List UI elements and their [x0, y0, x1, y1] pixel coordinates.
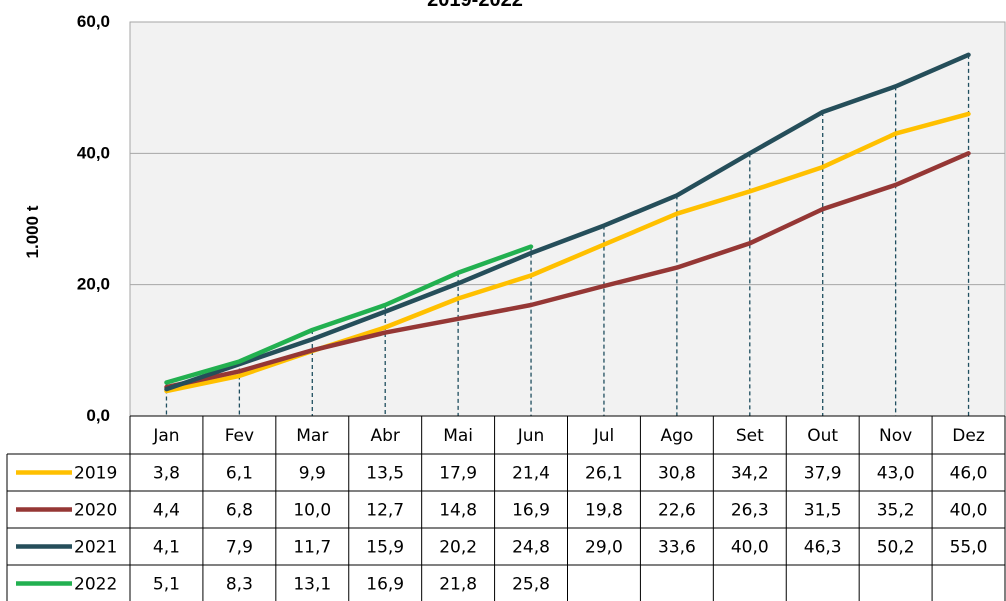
table-cell: 13,5	[366, 464, 404, 484]
table-cell: 43,0	[877, 464, 915, 484]
y-tick-label: 20,0	[77, 275, 110, 294]
table-cell: 14,8	[439, 501, 477, 521]
y-axis-label: 1.000 t	[23, 205, 42, 258]
table-cell: 5,1	[153, 575, 180, 595]
table-cell: 4,4	[153, 501, 180, 521]
x-tick-label: Out	[807, 426, 838, 446]
table-cell: 33,6	[658, 538, 696, 558]
table-cell: 6,8	[226, 501, 253, 521]
table-cell: 9,9	[299, 464, 326, 484]
x-tick-label: Jun	[517, 426, 545, 446]
legend-label: 2021	[74, 538, 117, 558]
table-cell: 21,4	[512, 464, 550, 484]
data-table: Jan Fev Mar Abr Mai Jun Jul Ago Set Out Nov Dez 2019…	[7, 416, 1005, 601]
table-cell: 21,8	[439, 575, 477, 595]
y-tick-label: 40,0	[77, 143, 110, 162]
table-cell: 26,1	[585, 464, 623, 484]
table-cell: 55,0	[950, 538, 988, 558]
table-cell: 24,8	[512, 538, 550, 558]
legend-label: 2020	[74, 501, 117, 521]
x-tick-label: Set	[736, 426, 764, 446]
legend-label: 2022	[74, 575, 117, 595]
table-cell: 50,2	[877, 538, 915, 558]
table-cell: 26,3	[731, 501, 769, 521]
x-tick-label: Abr	[370, 426, 399, 446]
x-tick-label: Nov	[879, 426, 912, 446]
table-cell: 46,0	[950, 464, 988, 484]
x-tick-label: Jul	[593, 426, 615, 446]
x-tick-label: Ago	[660, 426, 693, 446]
plot-area: 0,0 20,0 40,0 60,0	[77, 12, 1005, 425]
legend-label: 2019	[74, 464, 117, 484]
table-cell: 29,0	[585, 538, 623, 558]
y-tick-label: 60,0	[77, 12, 110, 31]
x-tick-label: Fev	[225, 426, 254, 446]
table-cell: 13,1	[293, 575, 331, 595]
table-cell: 16,9	[512, 501, 550, 521]
x-tick-label: Mai	[443, 426, 473, 446]
table-cell: 16,9	[366, 575, 404, 595]
table-cell: 15,9	[366, 538, 404, 558]
table-cell: 20,2	[439, 538, 477, 558]
table-cell: 40,0	[731, 538, 769, 558]
table-cell: 30,8	[658, 464, 696, 484]
table-cell: 11,7	[293, 538, 331, 558]
table-cell: 10,0	[293, 501, 331, 521]
table-cell: 3,8	[153, 464, 180, 484]
table-cell: 7,9	[226, 538, 253, 558]
table-cell: 4,1	[153, 538, 180, 558]
table-cell: 19,8	[585, 501, 623, 521]
x-tick-label: Jan	[152, 426, 179, 446]
table-cell: 46,3	[804, 538, 842, 558]
chart-title: 2019-2022	[427, 0, 523, 11]
table-cell: 35,2	[877, 501, 915, 521]
table-cell: 25,8	[512, 575, 550, 595]
table-cell: 37,9	[804, 464, 842, 484]
table-cell: 12,7	[366, 501, 404, 521]
y-tick-label: 0,0	[86, 406, 110, 425]
table-cell: 34,2	[731, 464, 769, 484]
table-cell: 22,6	[658, 501, 696, 521]
table-cell: 6,1	[226, 464, 253, 484]
table-cell: 8,3	[226, 575, 253, 595]
table-cell: 31,5	[804, 501, 842, 521]
table-cell: 17,9	[439, 464, 477, 484]
table-cell: 40,0	[950, 501, 988, 521]
x-tick-label: Dez	[952, 426, 985, 446]
x-tick-label: Mar	[296, 426, 328, 446]
